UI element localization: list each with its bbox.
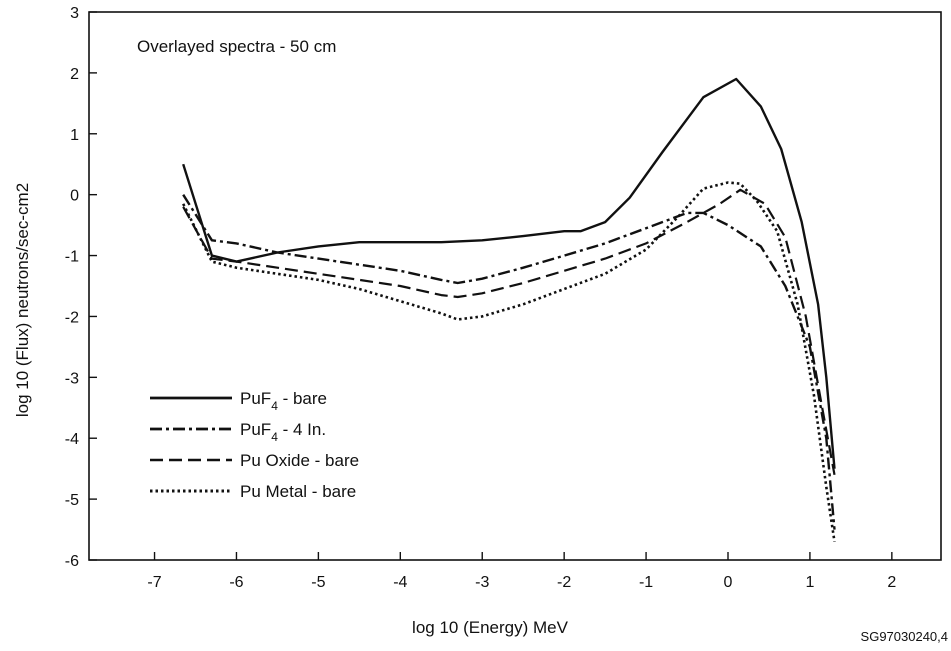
legend-entry: Pu Metal - bare bbox=[240, 482, 356, 501]
x-tick-label: 1 bbox=[805, 574, 814, 591]
x-tick-label: -2 bbox=[557, 574, 571, 591]
x-tick-label: -4 bbox=[393, 574, 407, 591]
x-axis-label: log 10 (Energy) MeV bbox=[412, 618, 569, 637]
legend-entry: PuF4 - 4 In. bbox=[240, 420, 326, 444]
y-tick-label: -1 bbox=[65, 249, 79, 266]
source-id: SG97030240,4 bbox=[861, 629, 948, 644]
legend-entry: Pu Oxide - bare bbox=[240, 451, 359, 470]
legend-label: PuF bbox=[240, 389, 271, 408]
x-tick-label: 0 bbox=[724, 574, 733, 591]
x-tick-label: -3 bbox=[475, 574, 489, 591]
y-tick-label: 3 bbox=[70, 5, 79, 22]
x-tick-label: -1 bbox=[639, 574, 653, 591]
x-tick-label: -6 bbox=[229, 574, 243, 591]
legend-label: Pu Metal - bare bbox=[240, 482, 356, 501]
legend-label: PuF bbox=[240, 420, 271, 439]
x-tick-label: -7 bbox=[147, 574, 161, 591]
x-axis: -7 -6 -5 -4 -3 -2 -1 0 1 2 bbox=[147, 552, 896, 591]
series-line-1 bbox=[182, 77, 836, 469]
legend-subscript: 4 bbox=[271, 430, 278, 444]
plot-frame bbox=[88, 11, 942, 561]
y-tick-label: -3 bbox=[65, 370, 79, 387]
legend-label-rest: - 4 In. bbox=[278, 420, 326, 439]
series-line-4 bbox=[182, 181, 836, 542]
legend-subscript: 4 bbox=[271, 399, 278, 413]
legend-label-rest: - bare bbox=[278, 389, 327, 408]
plot-annotation: Overlayed spectra - 50 cm bbox=[137, 37, 336, 56]
y-tick-label: -2 bbox=[65, 309, 79, 326]
y-axis-label: log 10 (Flux) neutrons/sec-cm2 bbox=[13, 183, 32, 417]
series-layer bbox=[182, 77, 836, 542]
legend-entry: PuF4 - bare bbox=[240, 389, 327, 413]
y-tick-label: 2 bbox=[70, 66, 79, 83]
y-tick-label: -5 bbox=[65, 492, 79, 509]
y-axis: 3 2 1 0 -1 -2 -3 -4 -5 -6 bbox=[65, 5, 97, 570]
y-tick-label: 0 bbox=[70, 188, 79, 205]
legend-label: Pu Oxide - bare bbox=[240, 451, 359, 470]
y-tick-label: -6 bbox=[65, 553, 79, 570]
y-tick-label: 1 bbox=[70, 127, 79, 144]
x-tick-label: 2 bbox=[887, 574, 896, 591]
series-line-2 bbox=[182, 194, 836, 530]
y-tick-label: -4 bbox=[65, 431, 79, 448]
x-tick-label: -5 bbox=[311, 574, 325, 591]
